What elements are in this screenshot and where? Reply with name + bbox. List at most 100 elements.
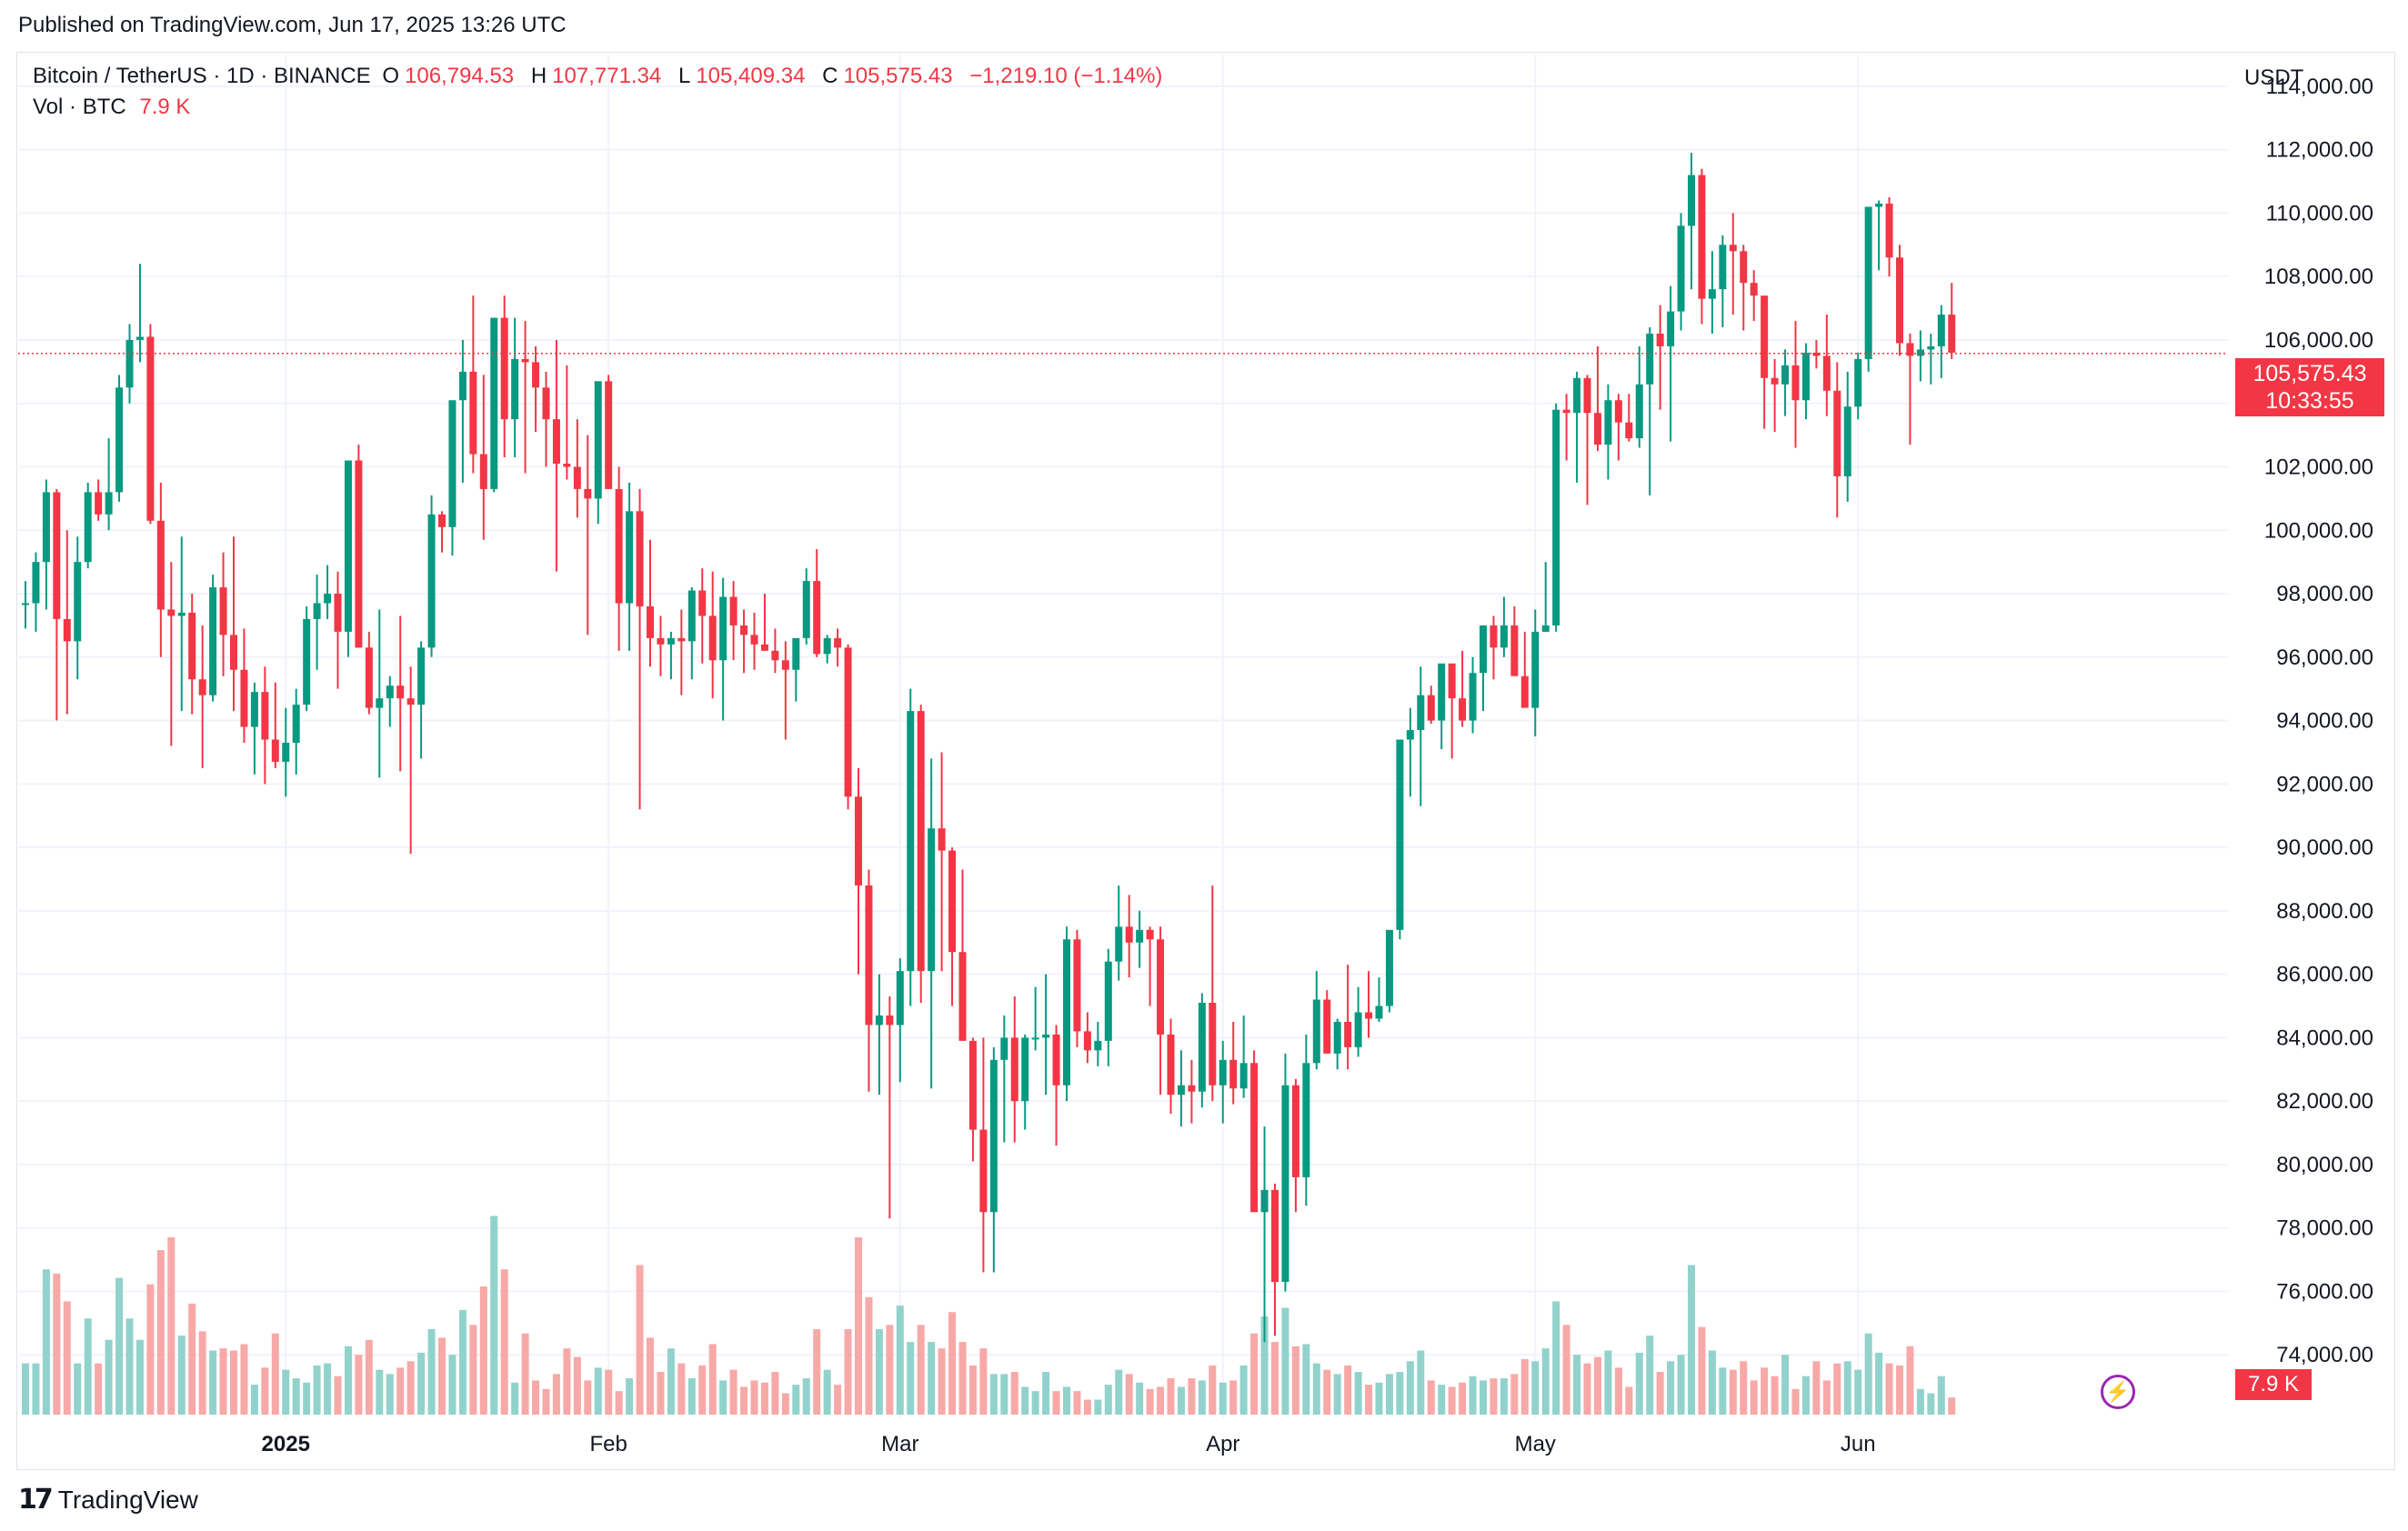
- candle-body: [1510, 625, 1519, 676]
- volume-bar: [427, 1329, 436, 1415]
- volume-bar: [1541, 1348, 1550, 1415]
- volume-bar: [1510, 1374, 1519, 1415]
- candle-body: [542, 387, 550, 420]
- volume-bar: [1812, 1361, 1821, 1415]
- volume-bar: [1271, 1342, 1279, 1415]
- volume-bar: [292, 1378, 300, 1415]
- volume-bar: [771, 1372, 779, 1415]
- volume-bar: [1604, 1350, 1612, 1415]
- candle-body: [677, 637, 686, 642]
- volume-bar: [1698, 1326, 1706, 1415]
- candle-body: [605, 381, 613, 489]
- published-caption: Published on TradingView.com, Jun 17, 20…: [18, 13, 567, 37]
- candle-body: [1843, 406, 1851, 476]
- volume-bar: [1396, 1372, 1404, 1415]
- candle-body: [240, 669, 248, 727]
- candle-body: [1833, 390, 1841, 476]
- volume-bar: [1656, 1372, 1664, 1415]
- candle-body: [1333, 1021, 1341, 1054]
- volume-label[interactable]: Vol · BTC: [33, 95, 126, 119]
- candle-body: [1625, 422, 1633, 439]
- lightning-icon[interactable]: ⚡: [2101, 1375, 2135, 1409]
- candle-body: [1593, 413, 1601, 445]
- candle-body: [657, 637, 665, 645]
- volume-bar: [552, 1374, 560, 1415]
- candle-body: [1083, 1031, 1091, 1051]
- symbol-title[interactable]: Bitcoin / TetherUS · 1D · BINANCE: [33, 64, 371, 88]
- volume-bar: [542, 1388, 550, 1415]
- candle-body: [271, 739, 279, 762]
- volume-bar: [605, 1369, 613, 1415]
- candle-body: [1271, 1189, 1279, 1282]
- volume-bar: [1875, 1352, 1883, 1415]
- candle-body: [813, 581, 821, 655]
- volume-bar: [1916, 1388, 1924, 1415]
- volume-bar: [667, 1348, 675, 1415]
- y-tick-label: 102,000.00: [2264, 455, 2373, 479]
- currency-unit[interactable]: USDT: [2244, 65, 2304, 90]
- volume-bar: [1052, 1391, 1060, 1415]
- volume-bar: [968, 1365, 977, 1415]
- candle-body: [1448, 663, 1456, 699]
- candle-body: [1771, 377, 1779, 385]
- volume-bar: [532, 1380, 540, 1415]
- ohlc-legend: Bitcoin / TetherUS · 1D · BINANCE O 106,7…: [33, 64, 1168, 89]
- candle-body: [708, 615, 717, 661]
- volume-bar: [1188, 1378, 1196, 1415]
- candle-body: [1365, 1012, 1373, 1019]
- volume-bar: [511, 1382, 519, 1415]
- candle-body: [1552, 409, 1560, 625]
- volume-bar: [979, 1348, 988, 1415]
- volume-bar: [1157, 1386, 1165, 1415]
- candle-body: [1219, 1059, 1227, 1086]
- candle-body: [1260, 1189, 1269, 1213]
- candle-body: [1708, 289, 1716, 299]
- volume-bar: [740, 1386, 748, 1415]
- candle-body: [167, 609, 176, 616]
- volume-bar: [917, 1325, 925, 1415]
- volume-bar: [1438, 1385, 1446, 1415]
- candle-body: [521, 358, 529, 363]
- candle-body: [1854, 358, 1862, 407]
- volume-bar: [167, 1236, 176, 1415]
- candle-body: [1438, 663, 1446, 721]
- candle-body: [532, 362, 540, 388]
- candle-body: [907, 711, 915, 972]
- candle-body: [1281, 1085, 1289, 1282]
- volume-bar: [313, 1365, 321, 1415]
- candle-body: [1573, 377, 1581, 414]
- candle-body: [1761, 295, 1769, 378]
- candle-body: [1927, 345, 1935, 350]
- volume-bar: [626, 1378, 634, 1415]
- volume-bar: [355, 1355, 363, 1415]
- candle-body: [573, 466, 581, 489]
- volume-bar: [1417, 1350, 1425, 1415]
- candle-body: [1427, 695, 1435, 721]
- candle-body: [1417, 695, 1425, 731]
- tradingview-logo[interactable]: 17 TradingView: [18, 1484, 198, 1516]
- y-tick-label: 106,000.00: [2264, 328, 2373, 353]
- candle-body: [1031, 1037, 1039, 1040]
- volume-bar: [636, 1265, 644, 1415]
- candle-body: [448, 400, 457, 527]
- volume-bar: [729, 1369, 737, 1415]
- volume-bar: [1031, 1391, 1039, 1415]
- candle-body: [198, 679, 206, 695]
- candle-body: [1531, 631, 1540, 708]
- candle-body: [1021, 1037, 1029, 1102]
- volume-bar: [958, 1342, 967, 1415]
- candle-body: [95, 492, 103, 515]
- volume-bar: [1406, 1361, 1414, 1415]
- volume-bar: [563, 1348, 571, 1415]
- candle-body: [1719, 245, 1727, 290]
- candle-body: [500, 317, 508, 420]
- x-tick-label: Jun: [1841, 1432, 1876, 1456]
- volume-bar: [1281, 1307, 1289, 1415]
- volume-bar: [1688, 1265, 1695, 1415]
- volume-bar: [1729, 1369, 1737, 1415]
- candle-body: [1291, 1085, 1299, 1177]
- candle-body: [125, 339, 134, 388]
- candle-body: [750, 635, 758, 645]
- volume-bar: [469, 1325, 477, 1415]
